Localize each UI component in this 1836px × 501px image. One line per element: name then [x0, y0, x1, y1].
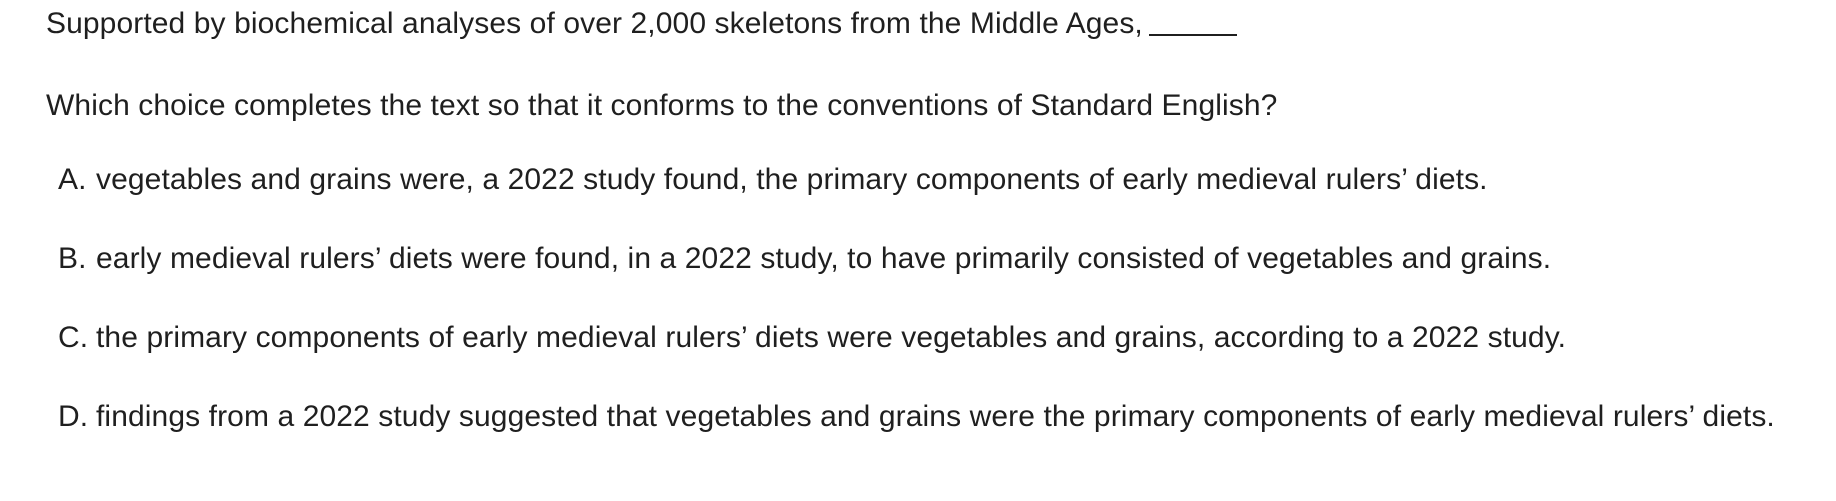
choice-text: early medieval rulers’ diets were found,… — [96, 242, 1552, 275]
choice-text: the primary components of early medieval… — [96, 321, 1567, 354]
choice-letter: D. — [58, 400, 89, 433]
passage-sentence: Supported by biochemical analyses of ove… — [46, 7, 1143, 40]
question-prompt: Which choice completes the text so that … — [46, 89, 1278, 122]
choice-text: findings from a 2022 study suggested tha… — [96, 400, 1775, 433]
choice-b[interactable]: B. early medieval rulers’ diets were fou… — [58, 235, 1798, 283]
choice-letter: B. — [58, 242, 87, 275]
choice-text: vegetables and grains were, a 2022 study… — [96, 163, 1488, 196]
choice-a[interactable]: A. vegetables and grains were, a 2022 st… — [58, 156, 1798, 204]
answer-choices: A. vegetables and grains were, a 2022 st… — [58, 156, 1798, 441]
choice-d[interactable]: D. findings from a 2022 study suggested … — [58, 393, 1798, 441]
choice-c[interactable]: C. the primary components of early medie… — [58, 314, 1798, 362]
passage-text: Supported by biochemical analyses of ove… — [46, 4, 1237, 44]
choice-letter: C. — [58, 321, 89, 354]
answer-blank — [1148, 34, 1237, 36]
choice-letter: A. — [58, 163, 87, 196]
